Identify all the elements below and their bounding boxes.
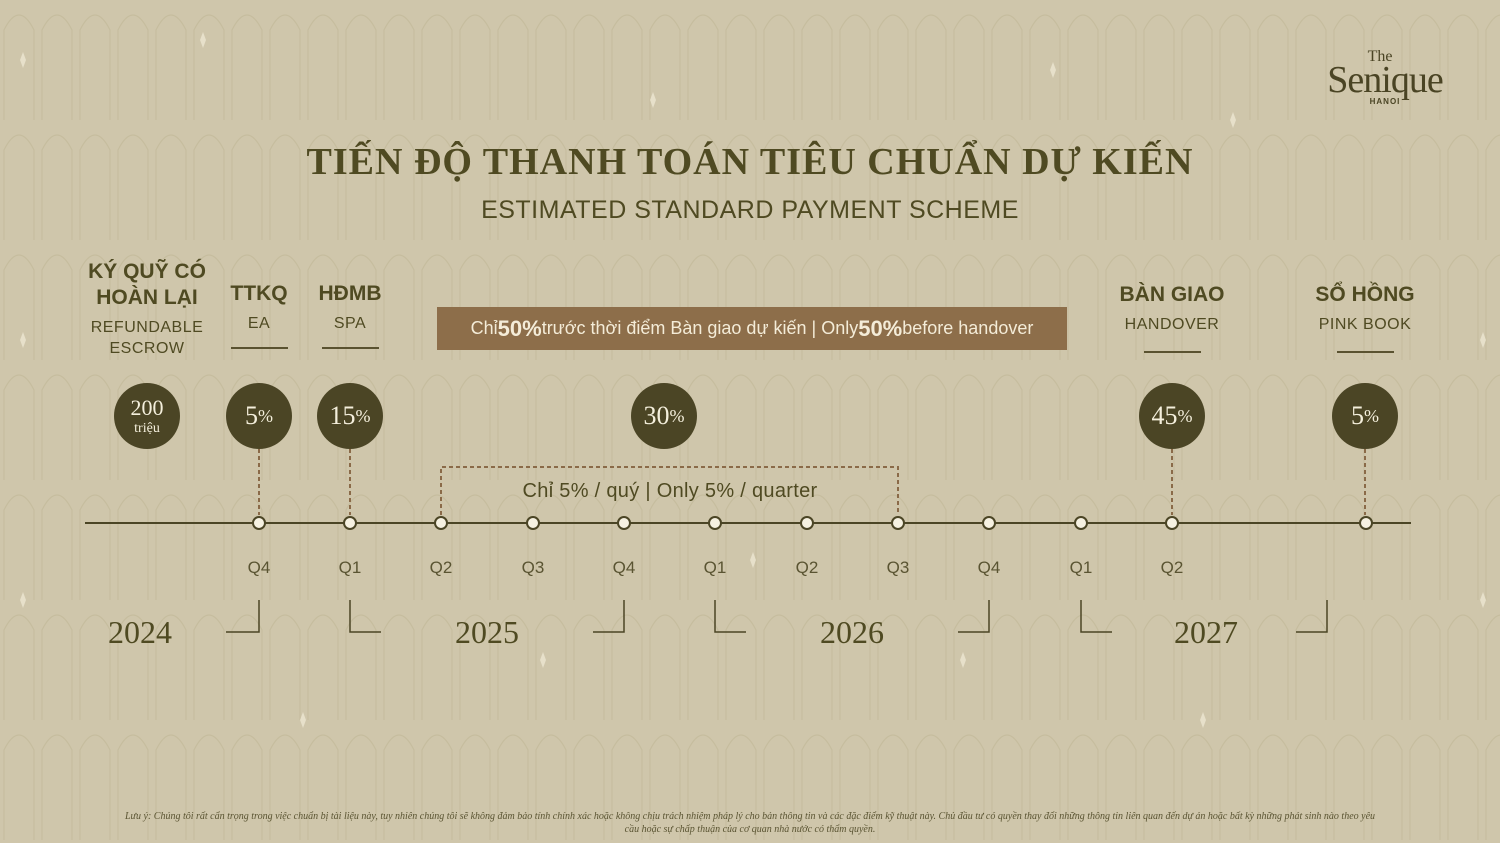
quarter-label: Q2 xyxy=(795,558,819,577)
escrow-amount-value: 200 xyxy=(130,394,164,420)
milestone-pinkbook-subheading: PINK BOOK xyxy=(1318,316,1412,333)
spa-percent-unit: % xyxy=(355,405,371,426)
milestone-spa-subheading: SPA xyxy=(333,315,367,332)
year-label-2027: 2027 xyxy=(1174,614,1238,650)
escrow-amount-unit: triệu xyxy=(134,420,160,436)
quarterly-bracket xyxy=(440,466,899,515)
year-bracket-2026-end xyxy=(958,600,990,633)
node-q1-2027 xyxy=(1074,516,1088,530)
milestone-handover-heading: BÀN GIAO xyxy=(1119,283,1225,306)
handover-percent-unit: % xyxy=(1177,405,1193,426)
banner-pre: Chỉ xyxy=(470,318,498,338)
pinkbook-percent-unit: % xyxy=(1364,405,1379,426)
logo-name: Senique xyxy=(1327,59,1443,101)
page-subtitle: ESTIMATED STANDARD PAYMENT SCHEME xyxy=(481,196,1019,224)
page-title: TIẾN ĐỘ THANH TOÁN TIÊU CHUẨN DỰ KIẾN xyxy=(306,141,1194,183)
logo-city: HANOI xyxy=(1369,97,1401,106)
quarter-label: Q3 xyxy=(886,558,910,577)
quarterly-percent-unit: % xyxy=(669,405,685,426)
disclaimer-line1: Lưu ý: Chúng tôi rất cẩn trọng trong việ… xyxy=(124,811,1376,822)
escrow-heading-line1: KÝ QUỸ CÓ xyxy=(88,260,206,283)
year-bracket-2025-start xyxy=(349,600,381,633)
logo-the: The xyxy=(1367,48,1393,65)
escrow-sub-line2: ESCROW xyxy=(109,340,185,357)
node-q2-2026 xyxy=(800,516,814,530)
milestone-handover-rule xyxy=(1144,351,1201,353)
quarter-label: Q4 xyxy=(977,558,1001,577)
milestone-ea-percent: 5% xyxy=(226,383,292,449)
ea-percent-value: 5 xyxy=(245,401,258,430)
milestone-spa-heading: HĐMB xyxy=(318,282,382,305)
brand-logo: The Senique HANOI xyxy=(1300,44,1470,114)
node-q2-2025 xyxy=(434,516,448,530)
disclaimer: Lưu ý: Chúng tôi rất cẩn trọng trong việ… xyxy=(12,810,1488,836)
milestone-escrow-heading: KÝ QUỸ CÓ HOÀN LẠI xyxy=(62,259,232,311)
banner-pct1: 50% xyxy=(497,315,542,341)
node-q3-2025 xyxy=(526,516,540,530)
before-handover-banner: Chỉ 50% trước thời điểm Bàn giao dự kiến… xyxy=(437,307,1067,350)
milestone-quarterly-percent: 30% xyxy=(631,383,697,449)
year-label-2025: 2025 xyxy=(455,614,519,650)
banner-mid: trước thời điểm Bàn giao dự kiến | Only xyxy=(541,318,859,338)
milestone-escrow-subheading: REFUNDABLE ESCROW xyxy=(62,317,232,359)
quarter-label: Q4 xyxy=(247,558,271,577)
year-bracket-2027-end xyxy=(1296,600,1328,633)
year-bracket-2027-start xyxy=(1080,600,1112,633)
quarter-label: Q4 xyxy=(612,558,636,577)
quarterly-payment-note: Chỉ 5% / quý | Only 5% / quarter xyxy=(522,480,818,502)
year-label-2026: 2026 xyxy=(820,614,884,650)
node-q4-2026 xyxy=(982,516,996,530)
node-q4-2024 xyxy=(252,516,266,530)
quarter-label: Q2 xyxy=(1160,558,1184,577)
handover-percent-value: 45 xyxy=(1151,401,1178,430)
milestone-ea-subheading: EA xyxy=(247,315,271,332)
milestone-pinkbook-rule xyxy=(1337,351,1394,353)
node-pinkbook xyxy=(1359,516,1373,530)
node-q1-2026 xyxy=(708,516,722,530)
milestone-pinkbook-heading: SỔ HỒNG xyxy=(1315,283,1415,306)
node-q2-2027 xyxy=(1165,516,1179,530)
pinkbook-percent-value: 5 xyxy=(1351,401,1364,430)
quarter-label: Q1 xyxy=(338,558,362,577)
milestone-escrow-amount: 200 triệu xyxy=(114,383,180,449)
spa-percent-value: 15 xyxy=(329,401,356,430)
node-q4-2025 xyxy=(617,516,631,530)
milestone-ea-rule xyxy=(231,347,288,349)
banner-pct2: 50% xyxy=(858,315,903,341)
quarter-label: Q3 xyxy=(521,558,545,577)
milestone-spa-rule xyxy=(322,347,379,349)
ea-percent-unit: % xyxy=(258,405,273,426)
escrow-sub-line1: REFUNDABLE xyxy=(90,319,204,336)
quarter-label: Q2 xyxy=(429,558,453,577)
node-q3-2026 xyxy=(891,516,905,530)
quarterly-percent-value: 30 xyxy=(643,401,670,430)
quarter-label: Q1 xyxy=(703,558,727,577)
disclaimer-line2: cầu hoặc sự chấp thuận của cơ quan nhà n… xyxy=(624,824,876,835)
year-label-2024: 2024 xyxy=(108,614,172,650)
milestone-ea-heading: TTKQ xyxy=(230,282,288,305)
milestone-spa-percent: 15% xyxy=(317,383,383,449)
banner-post: before handover xyxy=(902,318,1034,338)
milestone-handover-subheading: HANDOVER xyxy=(1124,316,1220,333)
milestone-pinkbook-percent: 5% xyxy=(1332,383,1398,449)
year-bracket-2024-end xyxy=(226,600,260,633)
year-bracket-2026-start xyxy=(714,600,746,633)
year-bracket-2025-end xyxy=(593,600,625,633)
quarter-label: Q1 xyxy=(1069,558,1093,577)
escrow-heading-line2: HOÀN LẠI xyxy=(96,286,198,309)
node-q1-2025 xyxy=(343,516,357,530)
milestone-handover-percent: 45% xyxy=(1139,383,1205,449)
